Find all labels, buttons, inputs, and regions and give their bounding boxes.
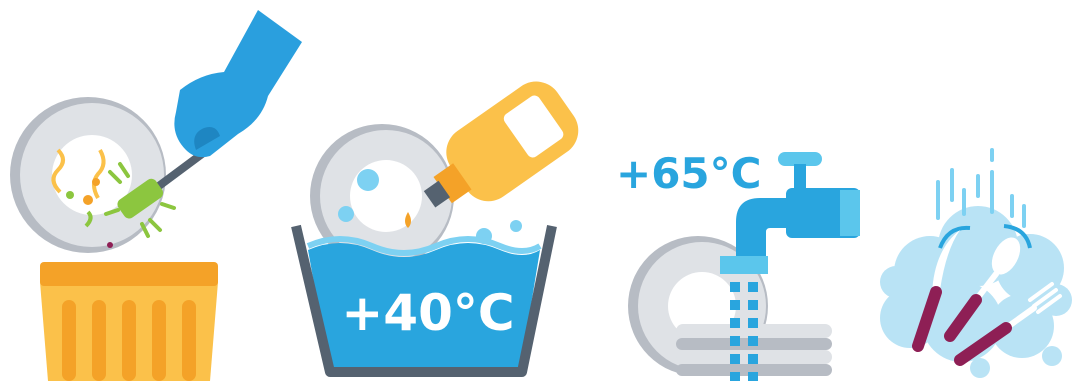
trash-bin-icon [40,262,218,381]
rubber-glove-icon [174,10,302,158]
motion-lines-icon [936,148,1026,228]
water-stream-icon [730,282,758,381]
step-wash-icon: +40°C [291,81,579,377]
food-scraps-icon [51,148,113,248]
step-clean-icon [880,148,1072,378]
step-rinse-icon: +65°C [616,149,860,381]
plate-icon [310,124,454,268]
water-tap-icon [720,152,860,274]
rinse-temperature-label: +65°C [616,149,761,198]
plate-stack-icon [676,324,832,376]
detergent-bottle-icon [405,81,579,228]
spoon-icon [944,237,1021,342]
fork-icon [954,282,1062,366]
wash-basin-icon [291,224,557,377]
step-scrape-icon [10,10,302,381]
wash-temperature-label: +40°C [341,284,514,342]
knife-icon [912,230,960,352]
